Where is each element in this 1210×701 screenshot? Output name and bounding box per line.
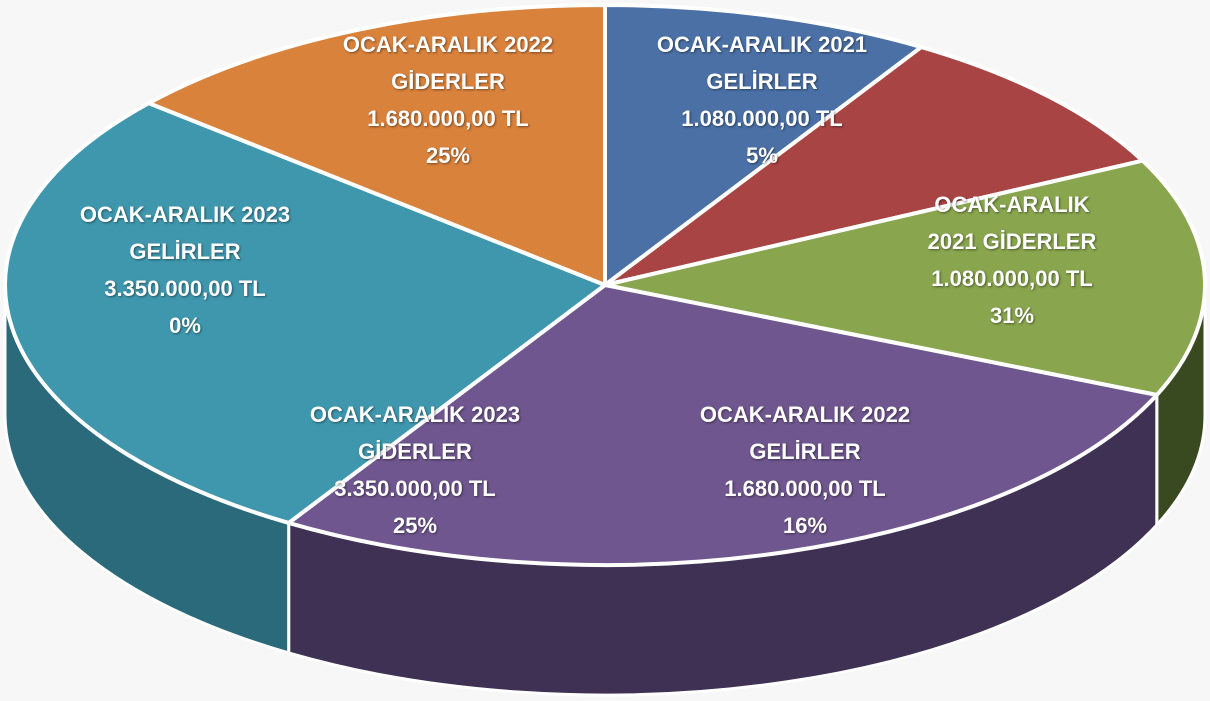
pie-slice [146, 3, 607, 287]
pie-slice [3, 101, 607, 525]
category-label: OCAK-ARALIK 2021 GELİRLER [656, 32, 868, 94]
percent-label: 25% [392, 513, 438, 538]
category-label: OCAK-ARALIK 2021 GİDERLER [927, 192, 1097, 254]
percent-label: 25% [425, 143, 471, 168]
value-label: 1.080.000,00 TL [681, 106, 843, 131]
slice-label: OCAK-ARALIK 2023 GELİRLER 3.350.000,00 TL… [55, 196, 315, 344]
category-label: OCAK-ARALIK 2022 GELİRLER [699, 402, 911, 464]
slice-label: OCAK-ARALIK 2022 GİDERLER 1.680.000,00 TL… [318, 26, 578, 174]
slice-label: OCAK-ARALIK 2021 GELİRLER 1.080.000,00 TL… [632, 26, 892, 174]
pie-slice [603, 158, 1207, 397]
percent-label: 5% [746, 143, 778, 168]
percent-label: 16% [782, 513, 828, 538]
value-label: 1.080.000,00 TL [931, 266, 1093, 291]
pie-slice [286, 283, 1159, 567]
pie-slice [603, 45, 1145, 287]
category-label: OCAK-ARALIK 2023 GELİRLER [79, 202, 291, 264]
pie-slice [603, 3, 924, 287]
slice-label: OCAK-ARALIK 2023 GİDERLER 3.350.000,00 TL… [285, 396, 545, 544]
value-label: 1.680.000,00 TL [367, 106, 529, 131]
percent-label: 0% [169, 313, 201, 338]
percent-label: 31% [989, 303, 1035, 328]
value-label: 3.350.000,00 TL [334, 476, 496, 501]
category-label: OCAK-ARALIK 2023 GİDERLER [309, 402, 521, 464]
slice-label: OCAK-ARALIK 2021 GİDERLER 1.080.000,00 TL… [922, 186, 1102, 334]
value-label: 1.680.000,00 TL [724, 476, 886, 501]
value-label: 3.350.000,00 TL [104, 276, 266, 301]
category-label: OCAK-ARALIK 2022 GİDERLER [342, 32, 554, 94]
slice-label: OCAK-ARALIK 2022 GELİRLER 1.680.000,00 TL… [675, 396, 935, 544]
